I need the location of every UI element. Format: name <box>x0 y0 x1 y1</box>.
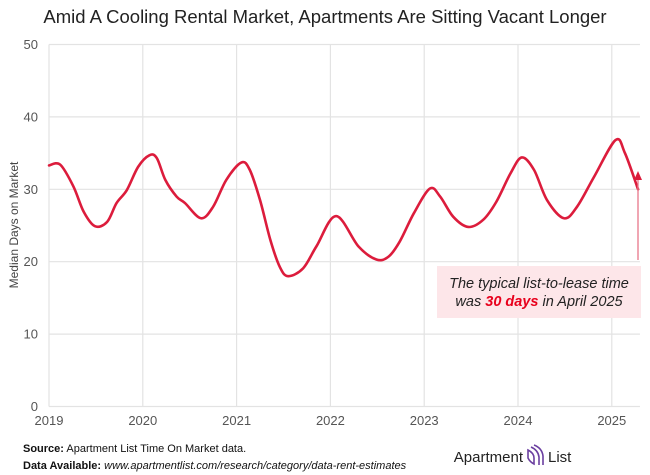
y-tick-label: 50 <box>24 37 38 52</box>
series-line <box>47 137 640 278</box>
annotation-box <box>437 266 641 318</box>
chart-title: Amid A Cooling Rental Market, Apartments… <box>43 6 606 27</box>
annotation-line1: The typical list-to-lease time <box>449 276 629 292</box>
svg-text:List: List <box>548 449 572 466</box>
data-url-link: www.apartmentlist.com/research/category/… <box>104 460 407 472</box>
x-tick-label: 2025 <box>597 413 626 428</box>
x-tick-label: 2019 <box>35 413 64 428</box>
x-tick-label: 2023 <box>410 413 439 428</box>
grid <box>48 43 640 408</box>
arrow-head-icon <box>634 171 642 180</box>
y-tick-label: 20 <box>24 254 38 269</box>
svg-text:Apartment: Apartment <box>454 449 524 466</box>
y-tick-label: 0 <box>31 399 38 414</box>
x-tick-label: 2022 <box>316 413 345 428</box>
source-line: Source: Apartment List Time On Market da… <box>23 443 246 455</box>
logo-mark-icon <box>527 444 544 466</box>
y-tick-label: 30 <box>24 182 38 197</box>
y-axis-label: Median Days on Market <box>7 161 21 288</box>
annotation: The typical list-to-lease time was 30 da… <box>437 171 642 318</box>
y-tick-label: 40 <box>24 109 38 124</box>
apartment-list-logo: Apartment List <box>454 444 572 466</box>
y-axis: 0 10 20 30 40 50 <box>24 37 38 414</box>
x-tick-label: 2024 <box>504 413 533 428</box>
x-tick-label: 2021 <box>222 413 251 428</box>
x-axis: 2019 2020 2021 2022 2023 2024 2025 <box>35 413 627 428</box>
annotation-highlight: 30 days <box>485 294 538 310</box>
data-available-line: Data Available: www.apartmentlist.com/re… <box>23 460 407 472</box>
y-tick-label: 10 <box>24 327 38 342</box>
annotation-line2: was 30 days in April 2025 <box>455 294 623 310</box>
x-tick-label: 2020 <box>128 413 157 428</box>
